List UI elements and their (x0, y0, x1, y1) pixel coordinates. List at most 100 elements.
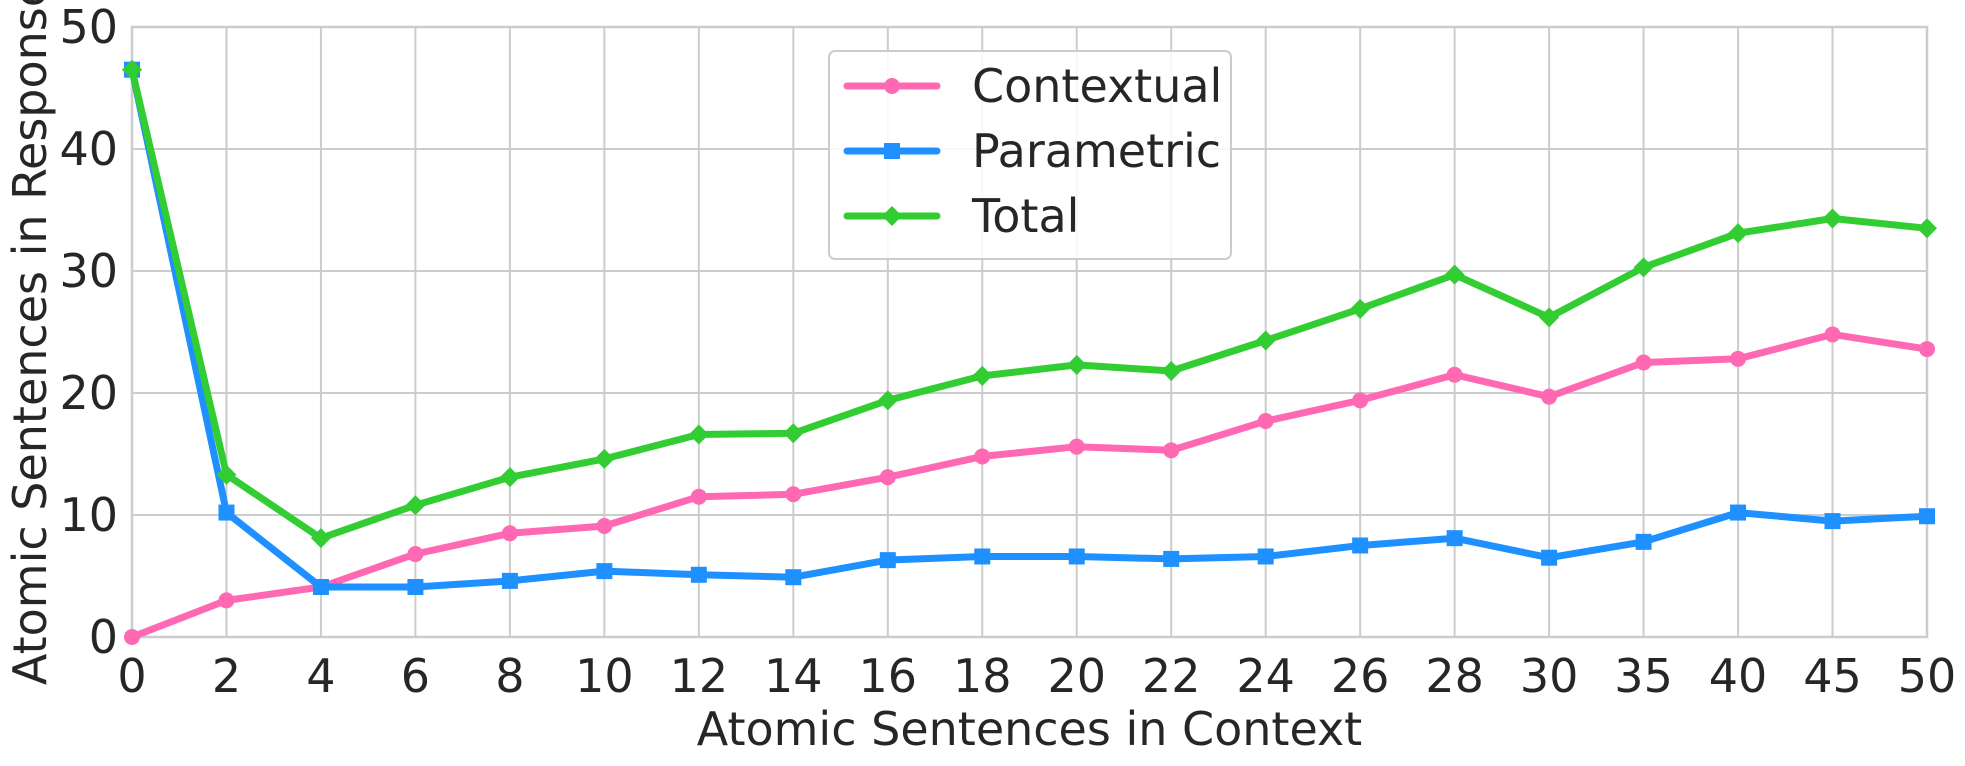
data-point-parametric (1635, 533, 1652, 550)
data-point-parametric (407, 578, 424, 595)
y-tick-label: 10 (59, 488, 118, 542)
legend-box (828, 50, 1232, 260)
data-point-total (594, 448, 615, 469)
legend-marker-total (882, 206, 902, 226)
data-point-total (1255, 330, 1276, 351)
x-tick-label: 0 (117, 649, 146, 703)
series-line-parametric (128, 66, 1931, 591)
data-point-contextual (1446, 366, 1463, 383)
y-tick-label: 50 (59, 0, 118, 54)
data-point-parametric (312, 578, 329, 595)
x-tick-label: 6 (401, 649, 430, 703)
x-tick-label: 12 (670, 649, 729, 703)
data-point-total (122, 59, 142, 80)
data-point-contextual (1163, 442, 1180, 459)
x-axis-label: Atomic Sentences in Context (697, 702, 1362, 756)
data-point-contextual (1635, 354, 1652, 371)
data-point-contextual (879, 469, 896, 486)
data-point-total (1822, 208, 1843, 229)
data-point-contextual (501, 525, 518, 542)
data-point-parametric (1257, 548, 1274, 565)
data-point-total (1350, 298, 1371, 319)
data-point-contextual (1730, 350, 1747, 367)
y-axis-label: Atomic Sentences in Response (3, 0, 57, 685)
x-tick-label: 26 (1331, 649, 1390, 703)
data-point-contextual (785, 486, 802, 503)
data-point-contextual (974, 448, 991, 465)
data-point-contextual (596, 517, 613, 534)
x-tick-label: 30 (1520, 649, 1579, 703)
data-point-contextual (218, 592, 235, 609)
x-tick-label: 35 (1614, 649, 1673, 703)
data-point-total (1539, 307, 1560, 328)
x-tick-label: 10 (575, 649, 634, 703)
x-tick-label: 2 (212, 649, 241, 703)
legend-marker-contextual (884, 78, 900, 94)
y-tick-label: 0 (89, 610, 118, 664)
data-point-parametric (1919, 508, 1935, 525)
x-tick-label: 28 (1425, 649, 1484, 703)
x-tick-label: 4 (306, 649, 335, 703)
legend-item-total: Total (843, 189, 1079, 243)
y-tick-labels: 0 10 20 30 40 50 (59, 0, 118, 664)
data-point-parametric (1163, 550, 1180, 567)
legend-item-contextual: Contextual (843, 59, 1222, 113)
legend-label-parametric: Parametric (972, 124, 1221, 178)
data-point-contextual (1257, 413, 1274, 430)
series-total (122, 59, 1937, 549)
data-point-total (877, 390, 898, 411)
legend-item-parametric: Parametric (843, 124, 1221, 178)
data-point-parametric (974, 548, 991, 565)
x-tick-label: 22 (1142, 649, 1201, 703)
y-tick-label: 30 (59, 244, 118, 298)
series-line-contextual (128, 330, 1931, 641)
x-tick-label: 50 (1898, 649, 1957, 703)
data-point-parametric (879, 552, 896, 569)
data-point-contextual (407, 546, 424, 563)
data-point-total (1633, 257, 1654, 278)
x-tick-label: 16 (859, 649, 918, 703)
data-point-parametric (1541, 549, 1558, 566)
x-tick-label: 45 (1803, 649, 1862, 703)
data-point-parametric (1824, 513, 1841, 530)
series-parametric (124, 61, 1935, 595)
data-point-parametric (1068, 548, 1085, 565)
data-point-contextual (124, 629, 140, 645)
data-point-contextual (690, 488, 707, 505)
plot-frame (130, 25, 1929, 639)
data-point-contextual (1824, 326, 1841, 343)
x-tick-label: 24 (1236, 649, 1295, 703)
data-point-total (1728, 223, 1749, 244)
series-contextual (124, 326, 1935, 645)
data-point-parametric (501, 572, 518, 589)
y-tick-label: 40 (59, 122, 118, 176)
series-line-total (128, 66, 1931, 542)
data-point-total (1444, 264, 1465, 285)
data-point-contextual (1541, 388, 1558, 405)
data-point-total (216, 464, 237, 485)
data-point-contextual (1352, 392, 1369, 409)
x-tick-label: 20 (1047, 649, 1106, 703)
legend-label-contextual: Contextual (972, 59, 1222, 113)
x-tick-label: 40 (1709, 649, 1768, 703)
legend-marker-parametric (884, 143, 900, 159)
x-tick-label: 8 (495, 649, 524, 703)
x-tick-label: 14 (764, 649, 823, 703)
data-point-parametric (690, 566, 707, 583)
data-point-parametric (785, 569, 802, 586)
legend: Contextual Parametric Total (828, 50, 1232, 260)
x-tick-label: 18 (953, 649, 1012, 703)
data-point-total (1161, 361, 1182, 382)
data-point-total (972, 365, 993, 386)
data-point-total (1917, 218, 1937, 239)
legend-label-total: Total (971, 189, 1079, 243)
x-tick-labels: 0 2 4 6 8 10 12 14 16 18 20 22 24 26 28 30 35 40 45 50 (117, 649, 1956, 703)
data-point-total (1066, 354, 1087, 375)
data-point-total (310, 528, 331, 549)
data-point-total (783, 423, 804, 444)
series-layer (122, 59, 1937, 645)
y-tick-label: 20 (59, 366, 118, 420)
data-point-parametric (218, 504, 235, 521)
data-point-contextual (1068, 438, 1085, 455)
